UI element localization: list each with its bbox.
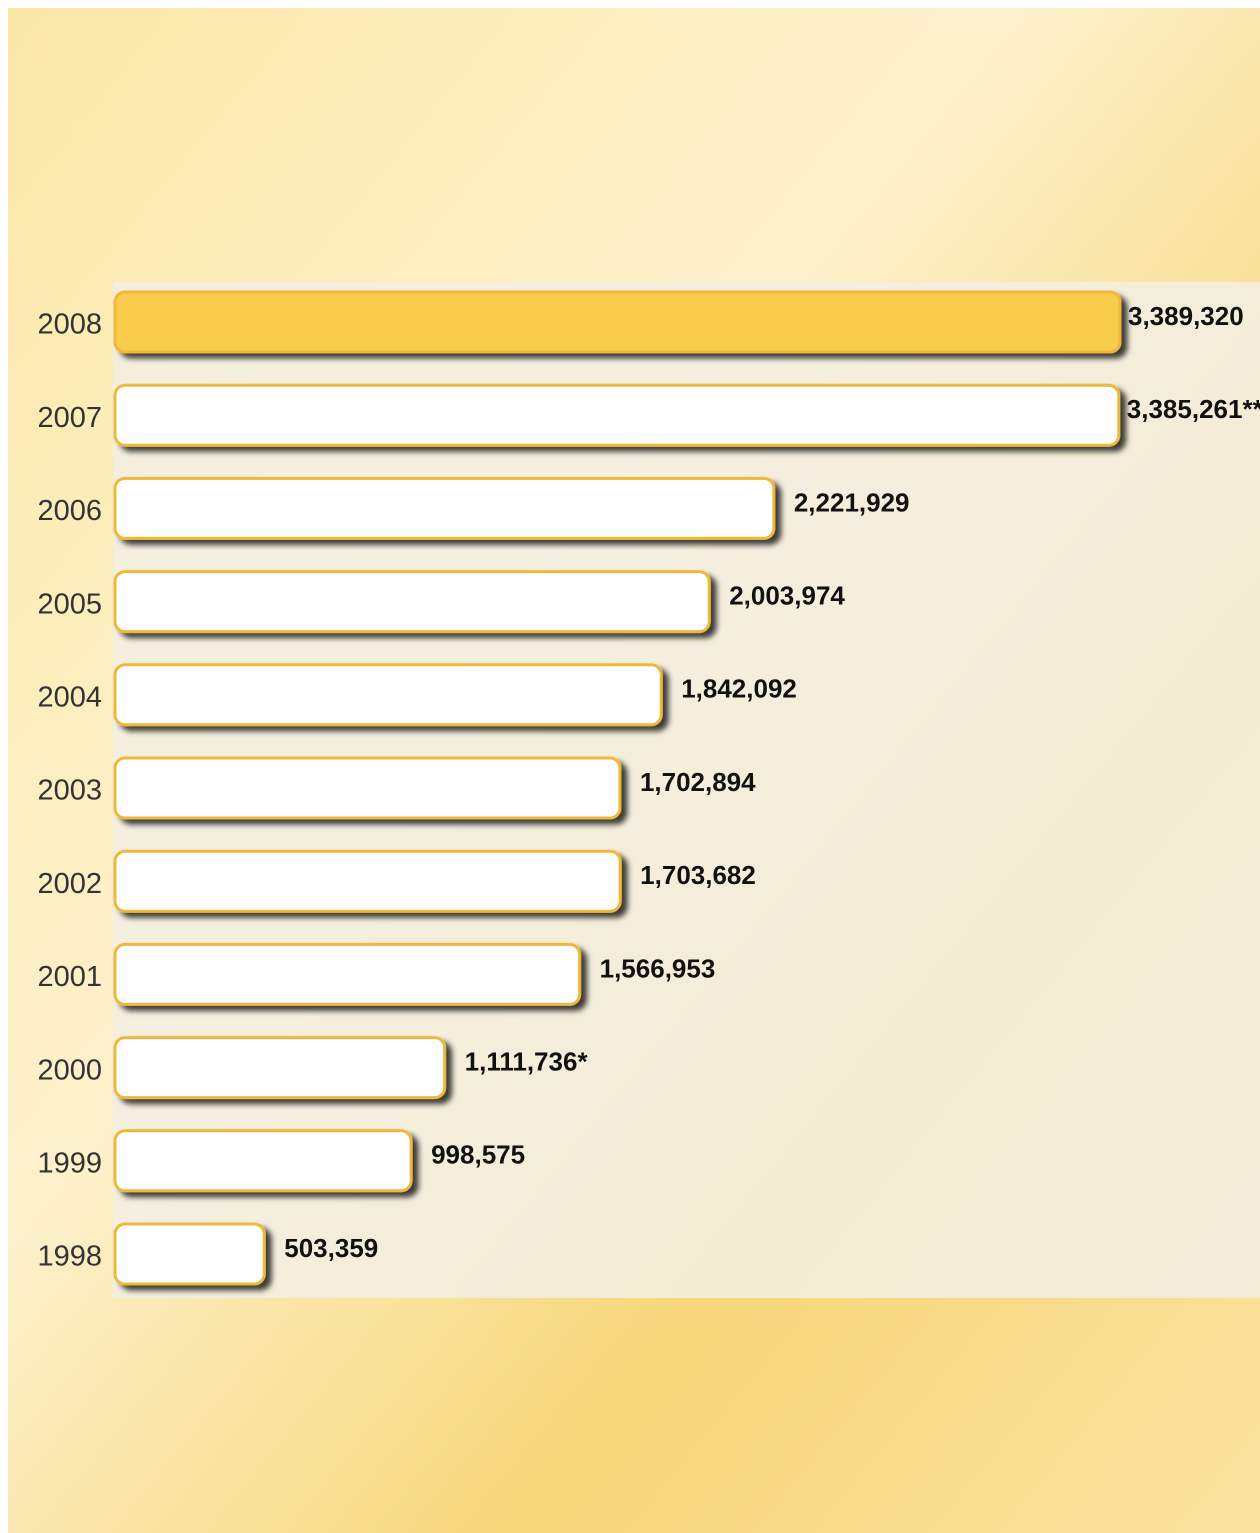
- bar: [113, 849, 622, 913]
- y-tick-label: 2003: [37, 775, 102, 807]
- y-tick-label: 2007: [37, 402, 102, 434]
- data-label: 2,003,974: [729, 580, 845, 610]
- y-tick-label: 1998: [37, 1241, 102, 1273]
- bar: [113, 1036, 447, 1100]
- y-tick-label: 2002: [37, 868, 102, 900]
- y-tick-label: 2008: [37, 309, 102, 341]
- data-label: 1,111,736*: [465, 1046, 589, 1076]
- data-label: 3,385,261**: [1127, 394, 1260, 424]
- bar: [113, 290, 1122, 354]
- data-label: 2,221,929: [794, 487, 910, 517]
- data-label: 3,389,320: [1128, 301, 1244, 331]
- y-tick-label: 1999: [37, 1147, 102, 1179]
- data-label: 1,702,894: [640, 767, 756, 797]
- bar: [113, 383, 1121, 447]
- y-tick-label: 2000: [37, 1054, 102, 1086]
- bar: [113, 942, 582, 1006]
- bar: [113, 1222, 266, 1286]
- data-label: 998,575: [431, 1140, 525, 1170]
- bar: [113, 570, 711, 634]
- bar: [113, 663, 663, 727]
- y-tick-label: 2006: [37, 495, 102, 527]
- data-label: 1,566,953: [600, 953, 716, 983]
- y-tick-label: 2001: [37, 961, 102, 993]
- y-tick-label: 2004: [37, 681, 102, 713]
- bar: [113, 1129, 413, 1193]
- y-tick-label: 2005: [37, 588, 102, 620]
- bar: [113, 476, 776, 540]
- bar: [113, 756, 622, 820]
- plot-area: 2008 3,389,320 2007 3,385,261** 2006 2,221,92…: [37, 290, 1260, 1286]
- data-label: 1,703,682: [640, 860, 756, 890]
- data-label: 503,359: [284, 1233, 378, 1263]
- data-label: 1,842,092: [681, 674, 797, 704]
